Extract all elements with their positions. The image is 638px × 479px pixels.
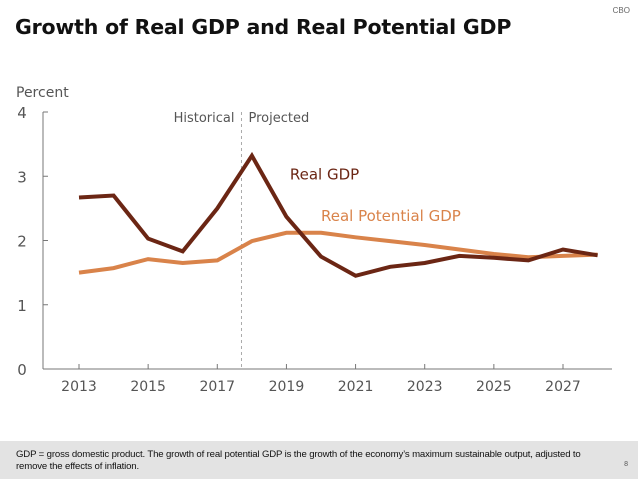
x-tick-label: 2013 <box>61 379 97 395</box>
axes: 0 1 2 3 4 2013 2015 2017 2019 2021 2023 2025 2027 <box>17 104 612 395</box>
org-label: CBO <box>612 6 630 15</box>
y-axis-label: Percent <box>16 85 69 101</box>
x-tick-label: 2027 <box>545 379 581 395</box>
x-tick-label: 2017 <box>199 379 235 395</box>
footnote-bar: GDP = gross domestic product. The growth… <box>0 441 638 479</box>
real-gdp-label: Real GDP <box>290 165 359 183</box>
y-tick-label: 0 <box>17 361 27 379</box>
real-potential-gdp-label: Real Potential GDP <box>321 207 461 225</box>
line-chart: Percent 0 1 2 3 4 2013 2015 2017 2019 2021 2023 202… <box>16 85 612 395</box>
x-tick-label: 2019 <box>269 379 305 395</box>
real-potential-gdp-line <box>78 230 598 275</box>
x-tick-label: 2015 <box>130 379 166 395</box>
series-lines <box>78 151 598 278</box>
projected-label: Projected <box>248 111 309 126</box>
x-tick-label: 2023 <box>407 379 443 395</box>
y-tick-label: 4 <box>17 104 27 122</box>
x-tick-label: 2025 <box>476 379 512 395</box>
y-tick-label: 1 <box>17 297 27 315</box>
historical-projected-divider: Historical Projected <box>174 111 309 369</box>
footnote-text: GDP = gross domestic product. The growth… <box>16 449 581 472</box>
slide-title: Growth of Real GDP and Real Potential GD… <box>15 15 512 39</box>
x-tick-label: 2021 <box>338 379 374 395</box>
page-number: 8 <box>624 461 628 468</box>
historical-label: Historical <box>174 111 235 126</box>
real-gdp-line <box>78 151 598 278</box>
y-tick-label: 2 <box>17 233 27 251</box>
series-labels: Real GDP Real Potential GDP <box>290 165 461 225</box>
y-tick-label: 3 <box>17 168 27 186</box>
